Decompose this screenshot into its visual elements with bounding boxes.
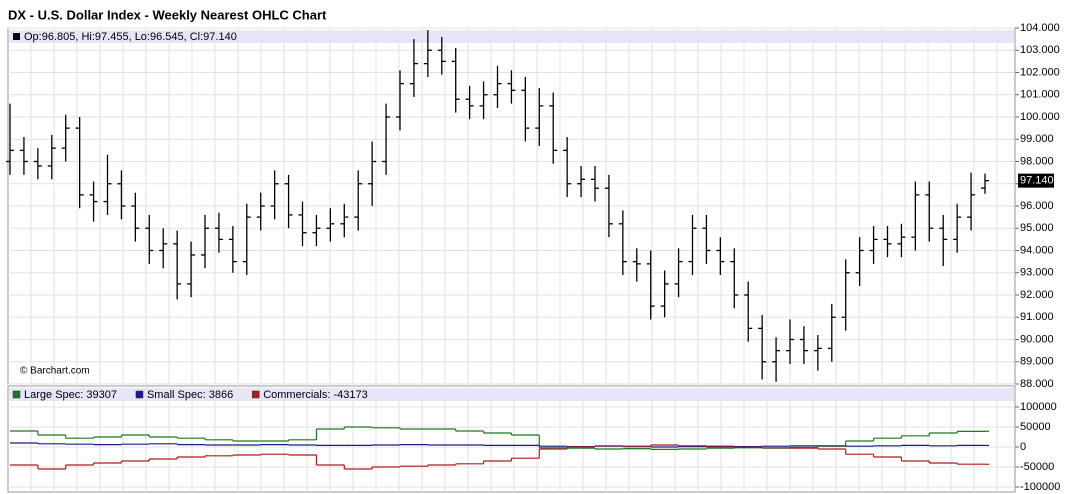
y-tick-label: 50000 xyxy=(1020,421,1051,433)
y-tick-label: 91.000 xyxy=(1020,311,1054,323)
chart-title: DX - U.S. Dollar Index - Weekly Nearest … xyxy=(8,7,327,22)
y-tick-label: 101.000 xyxy=(1020,89,1060,101)
info-swatch xyxy=(13,33,20,40)
y-tick-label: 103.000 xyxy=(1020,44,1060,56)
y-tick-label: 0 xyxy=(1020,441,1026,453)
info-band xyxy=(9,388,1014,401)
y-tick-label: 89.000 xyxy=(1020,356,1054,368)
legend-swatch xyxy=(12,390,21,399)
info-text: Op:96.805, Hi:97.455, Lo:96.545, Cl:97.1… xyxy=(24,31,237,43)
y-tick-label: -50000 xyxy=(1020,461,1054,473)
last-price-label: 97.140 xyxy=(1020,175,1054,187)
y-tick-label: 88.000 xyxy=(1020,378,1054,390)
legend-label: Small Spec: 3866 xyxy=(147,389,233,401)
credit: © Barchart.com xyxy=(20,366,90,377)
y-tick-label: 93.000 xyxy=(1020,267,1054,279)
y-tick-label: 102.000 xyxy=(1020,66,1060,78)
legend-swatch xyxy=(135,390,144,399)
legend-label: Commercials: -43173 xyxy=(263,389,368,401)
y-tick-label: 99.000 xyxy=(1020,133,1054,145)
y-tick-label: 92.000 xyxy=(1020,289,1054,301)
y-tick-label: 90.000 xyxy=(1020,333,1054,345)
legend-swatch xyxy=(251,390,260,399)
y-tick-label: 100000 xyxy=(1020,401,1057,413)
y-tick-label: 100.000 xyxy=(1020,111,1060,123)
y-tick-label: 104.000 xyxy=(1020,22,1060,34)
y-tick-label: 96.000 xyxy=(1020,200,1054,212)
y-tick-label: -100000 xyxy=(1020,481,1060,493)
plot-area xyxy=(7,385,1016,493)
y-tick-label: 94.000 xyxy=(1020,244,1054,256)
legend-label: Large Spec: 39307 xyxy=(24,389,117,401)
info-band xyxy=(9,30,1014,43)
last-price-tag xyxy=(1018,173,1054,188)
y-tick-label: 98.000 xyxy=(1020,155,1054,167)
y-tick-label: 95.000 xyxy=(1020,222,1054,234)
